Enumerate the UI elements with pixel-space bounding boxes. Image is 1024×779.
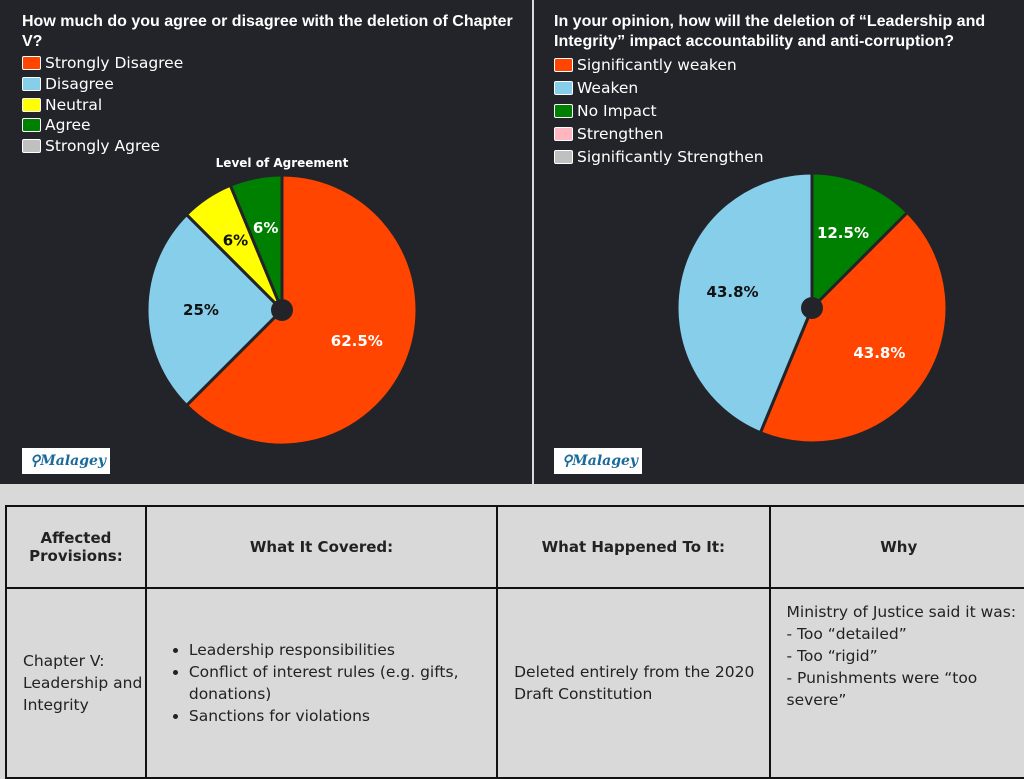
legend-swatch bbox=[22, 56, 41, 71]
legend-item: Neutral bbox=[22, 94, 522, 115]
legend-label: Weaken bbox=[577, 78, 639, 97]
legend-item: Significantly Strengthen bbox=[554, 145, 1019, 168]
why-item: - Too “detailed” bbox=[786, 625, 907, 643]
cell-covered: Leadership responsibilities Conflict of … bbox=[144, 587, 499, 779]
legend-label: Agree bbox=[45, 116, 91, 135]
legend-label: Significantly Strengthen bbox=[577, 147, 764, 166]
legend-label: Strengthen bbox=[577, 124, 664, 143]
pie-slice-no-impact bbox=[810, 171, 909, 310]
legend-swatch bbox=[554, 126, 573, 141]
legend-swatch bbox=[22, 139, 41, 154]
legend-swatch bbox=[554, 57, 573, 72]
header-why: Why bbox=[768, 505, 1024, 589]
legend-item: Significantly weaken bbox=[554, 53, 1019, 76]
legend-label: Significantly weaken bbox=[577, 55, 737, 74]
legend-item: Strongly Disagree bbox=[22, 53, 522, 74]
pie-slice-strongly-disagree bbox=[185, 173, 419, 447]
pie-slice-significantly-weaken bbox=[758, 210, 949, 445]
malagey-logo: ⚲ Malagey bbox=[554, 448, 642, 474]
malagey-logo: ⚲ Malagey bbox=[22, 448, 110, 474]
chart-header: How much do you agree or disagree with t… bbox=[22, 12, 522, 156]
chart-header: In your opinion, how will the deletion o… bbox=[554, 12, 1019, 168]
list-item: Conflict of interest rules (e.g. gifts, … bbox=[189, 661, 495, 705]
header-happened: What Happened To It: bbox=[496, 505, 771, 589]
chart-panel-agreement: Level of Agreement 62.5% 25% 6% 6% How much … bbox=[0, 0, 532, 484]
legend-item: Agree bbox=[22, 115, 522, 136]
pie-slice-weaken bbox=[675, 171, 814, 435]
legend-label: No Impact bbox=[577, 101, 657, 120]
cell-why: Ministry of Justice said it was: - Too “… bbox=[768, 587, 1024, 779]
why-item: - Too “rigid” bbox=[786, 647, 878, 665]
pie-slice-disagree bbox=[145, 213, 284, 407]
legend-item: Strengthen bbox=[554, 122, 1019, 145]
data-label: 12.5% bbox=[817, 224, 869, 242]
header-covered: What It Covered: bbox=[144, 505, 499, 589]
data-label: 6% bbox=[223, 231, 248, 249]
data-label: 6% bbox=[253, 219, 278, 237]
legend-swatch bbox=[22, 97, 41, 112]
legend-label: Disagree bbox=[45, 75, 114, 94]
data-label: 62.5% bbox=[331, 332, 383, 350]
pie-center-hole bbox=[271, 299, 293, 321]
data-label: 43.8% bbox=[707, 283, 759, 301]
legend-item: Weaken bbox=[554, 76, 1019, 99]
pie-slice-agree bbox=[228, 173, 284, 312]
why-item: - Punishments were “too severe” bbox=[786, 669, 978, 709]
pie-chart: 12.5% 43.8% 43.8% bbox=[675, 171, 949, 445]
chart-question: How much do you agree or disagree with t… bbox=[22, 13, 513, 50]
pie-chart: Level of Agreement 62.5% 25% 6% 6% bbox=[145, 156, 419, 447]
legend-item: Disagree bbox=[22, 74, 522, 95]
legend-swatch bbox=[554, 80, 573, 95]
legend-label: Neutral bbox=[45, 95, 103, 114]
list-item: Sanctions for violations bbox=[189, 705, 495, 727]
legend-item: No Impact bbox=[554, 99, 1019, 122]
provisions-table: Affected Provisions: What It Covered: Wh… bbox=[5, 505, 1024, 779]
cell-provision: Chapter V: Leadership and Integrity bbox=[5, 587, 147, 779]
legend: Significantly weaken Weaken No Impact Stren… bbox=[554, 53, 1019, 168]
list-item: Leadership responsibilities bbox=[189, 639, 495, 661]
table-row: Chapter V: Leadership and Integrity Lead… bbox=[5, 587, 1024, 779]
chart-panel-impact: 12.5% 43.8% 43.8% In your opinion, how wil… bbox=[534, 0, 1024, 484]
legend-swatch bbox=[22, 118, 41, 133]
chart-title: Level of Agreement bbox=[216, 156, 349, 170]
why-intro: Ministry of Justice said it was: bbox=[786, 603, 1017, 621]
chart-question: In your opinion, how will the deletion o… bbox=[554, 13, 986, 50]
legend-label: Strongly Disagree bbox=[45, 54, 184, 73]
cell-happened: Deleted entirely from the 2020 Draft Con… bbox=[496, 587, 771, 779]
legend-swatch bbox=[554, 103, 573, 118]
legend-item: Strongly Agree bbox=[22, 136, 522, 157]
data-label: 25% bbox=[183, 301, 219, 319]
legend: Strongly Disagree Disagree Neutral Agree Str… bbox=[22, 53, 522, 156]
legend-label: Strongly Agree bbox=[45, 137, 161, 156]
header-affected: Affected Provisions: bbox=[5, 505, 147, 589]
legend-swatch bbox=[22, 77, 41, 92]
legend-swatch bbox=[554, 149, 573, 164]
table-header-row: Affected Provisions: What It Covered: Wh… bbox=[5, 505, 1024, 589]
data-label: 43.8% bbox=[853, 344, 905, 362]
pie-center-hole bbox=[801, 297, 823, 319]
